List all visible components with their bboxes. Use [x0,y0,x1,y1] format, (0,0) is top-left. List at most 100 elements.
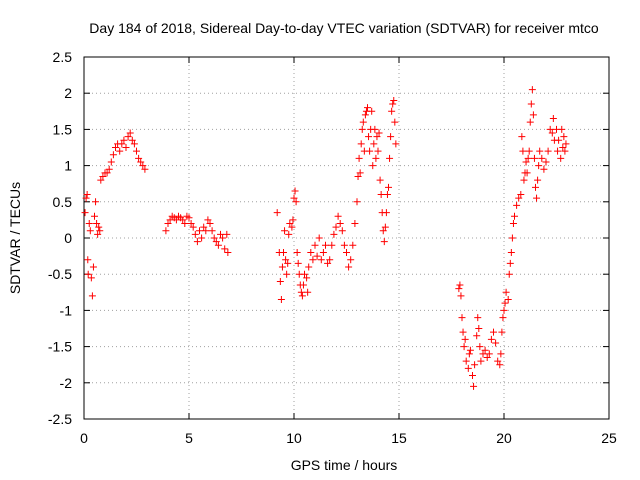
y-tick-label: -2.5 [48,411,72,427]
data-point [455,285,463,293]
chart-title: Day 184 of 2018, Sidereal Day-to-day VTE… [89,20,599,36]
x-tick-label: 0 [80,430,88,446]
data-point [82,194,90,202]
data-point [538,154,546,162]
data-point [466,346,474,354]
data-point [557,154,565,162]
y-tick-label: -1 [60,302,73,318]
data-point [386,154,394,162]
data-point [219,234,227,242]
data-point [322,241,329,249]
data-point [509,220,517,228]
data-point [492,339,500,347]
x-tick-label: 10 [286,430,302,446]
data-point [103,169,111,177]
data-point [276,277,284,285]
y-tick-label: -1.5 [48,339,72,355]
data-point [368,107,376,115]
data-point [285,230,293,238]
data-point [294,259,302,267]
data-point [291,187,299,195]
data-point [89,263,97,271]
data-point [293,248,301,256]
data-point [187,220,195,228]
data-point [528,86,536,94]
data-point [347,256,355,264]
data-point [501,299,509,307]
data-point [91,212,98,220]
data-point [548,129,556,137]
data-point [359,118,367,126]
data-point [388,107,396,115]
data-point [164,220,172,228]
data-point [130,140,138,148]
data-point [457,292,465,300]
data-point [476,343,484,351]
data-point [544,147,552,155]
data-point [317,256,325,264]
data-point [349,241,357,249]
data-point [181,220,189,228]
data-point [217,230,224,238]
data-point [524,154,532,162]
data-point [286,220,294,228]
data-point [172,216,180,224]
data-points [81,86,570,390]
data-point [85,220,93,228]
data-point [490,328,497,336]
data-point [485,350,493,358]
data-point [288,223,296,231]
data-point [511,212,518,220]
data-point [387,133,395,141]
data-point [277,296,285,304]
data-point [526,118,534,126]
data-point [513,201,521,209]
data-point [334,212,342,220]
data-point [88,292,96,300]
data-point [208,227,216,235]
y-tick-label: 2.5 [53,49,73,65]
data-point [458,314,466,322]
y-tick-label: 0 [64,230,72,246]
data-point [283,270,291,278]
data-point [307,248,315,256]
data-point [299,281,307,289]
data-point [81,209,89,217]
data-point [459,328,467,336]
data-point [460,343,468,351]
data-point [540,165,548,173]
data-point [519,147,527,155]
data-point [84,270,92,278]
data-point [374,147,382,155]
data-point [561,147,569,155]
data-point [95,223,103,231]
data-point [508,234,516,242]
data-point [483,353,491,361]
data-point [303,274,311,282]
data-point [313,252,321,260]
data-point [558,125,566,133]
data-point [214,241,222,249]
data-point [87,274,95,282]
data-point [118,140,126,148]
data-point [224,248,232,256]
data-point [332,223,340,231]
data-point [379,227,387,235]
data-point [520,176,528,184]
data-point [109,151,117,159]
data-point [126,129,134,137]
data-point [389,100,397,108]
data-point [210,234,218,242]
data-point [290,194,298,202]
y-tick-label: 2 [64,85,72,101]
data-point [481,346,489,354]
data-point [534,176,542,184]
data-point [356,169,364,177]
data-point [206,220,214,228]
data-point [533,194,541,202]
data-point [355,154,363,162]
data-point [84,256,92,264]
y-tick-label: 1.5 [53,121,73,137]
data-point [518,133,526,141]
data-point [137,158,145,166]
